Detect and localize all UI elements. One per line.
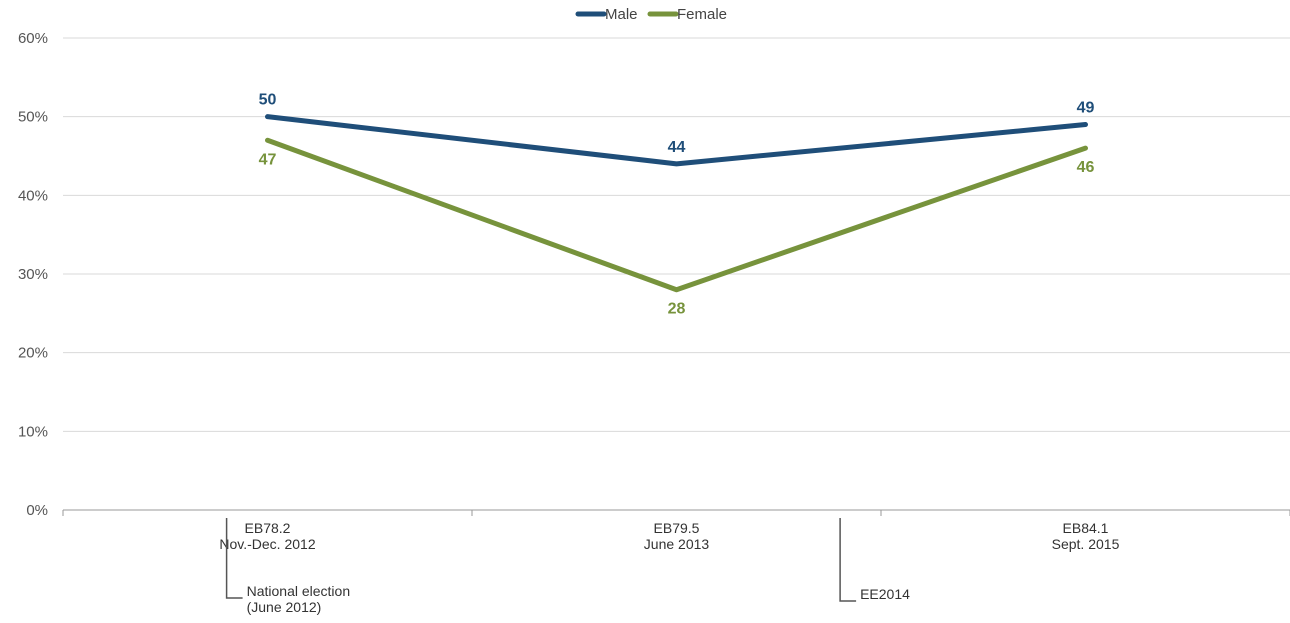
x-tick-label-line: Sept. 2015 xyxy=(1052,536,1120,552)
series-line-male xyxy=(265,114,1088,167)
x-tick-label-line: June 2013 xyxy=(644,536,710,552)
x-tick-label-line: EB79.5 xyxy=(654,520,700,536)
series-lines xyxy=(265,114,1088,293)
annotation-label: EE2014 xyxy=(860,586,910,602)
y-tick-label: 40% xyxy=(18,187,48,204)
annotation-label-line: (June 2012) xyxy=(247,599,322,615)
annotation-label: National election (June 2012) xyxy=(247,583,351,615)
x-tick-label-line: EB78.2 xyxy=(245,520,291,536)
x-tick-label: EB79.5 June 2013 xyxy=(644,520,710,552)
legend-label: Female xyxy=(677,6,727,23)
y-tick-label: 60% xyxy=(18,30,48,47)
y-tick-label: 20% xyxy=(18,345,48,362)
data-label: 28 xyxy=(668,301,686,318)
annotation-label-line: National election xyxy=(247,583,351,599)
y-tick-label: 50% xyxy=(18,109,48,126)
x-tick-label-line: Nov.-Dec. 2012 xyxy=(219,536,315,552)
data-labels: 50 44 49 47 28 46 xyxy=(259,92,1095,318)
y-axis: 0% 10% 20% 30% 40% 50% 60% xyxy=(18,30,48,519)
annotation-label-line: EE2014 xyxy=(860,586,910,602)
data-label: 46 xyxy=(1077,159,1095,176)
x-tick-label: EB78.2 Nov.-Dec. 2012 xyxy=(219,520,315,552)
y-tick-label: 10% xyxy=(18,423,48,440)
x-axis: EB78.2 Nov.-Dec. 2012 EB79.5 June 2013 EB84.… xyxy=(62,509,1290,552)
y-tick-label: 0% xyxy=(26,502,48,519)
gridlines xyxy=(63,37,1290,432)
legend-label: Male xyxy=(605,6,638,23)
series-line-female xyxy=(265,137,1088,293)
data-label: 44 xyxy=(668,139,686,156)
x-tick-label: EB84.1 Sept. 2015 xyxy=(1052,520,1120,552)
x-tick-label-line: EB84.1 xyxy=(1063,520,1109,536)
annotation-bracket xyxy=(839,518,857,602)
y-tick-label: 30% xyxy=(18,266,48,283)
annotation-bracket xyxy=(225,518,243,599)
data-label: 50 xyxy=(259,92,277,109)
data-label: 49 xyxy=(1077,100,1095,117)
data-label: 47 xyxy=(259,151,277,168)
annotations: National election (June 2012) EE2014 xyxy=(225,518,910,615)
legend: Male Female xyxy=(575,6,727,23)
